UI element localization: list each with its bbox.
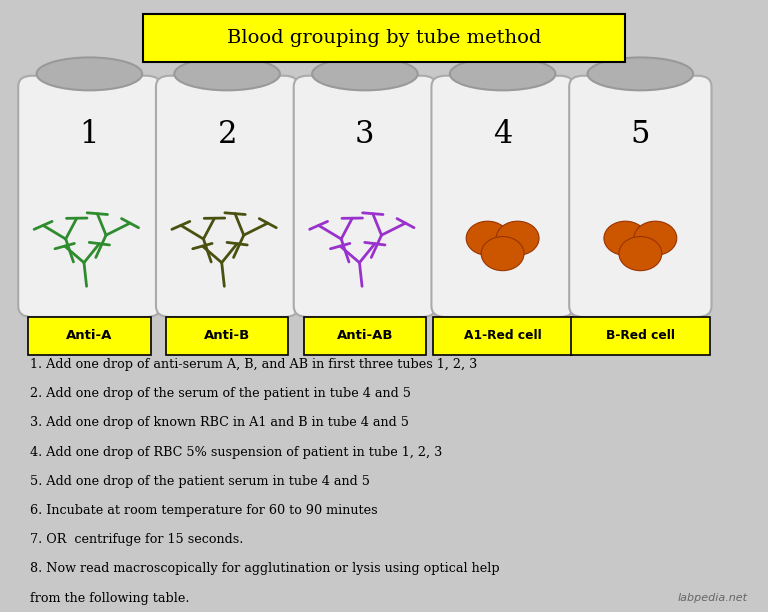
FancyBboxPatch shape: [569, 76, 711, 317]
Text: 4: 4: [493, 119, 512, 151]
Text: 1: 1: [80, 119, 99, 151]
Text: from the following table.: from the following table.: [31, 592, 190, 605]
FancyBboxPatch shape: [156, 76, 298, 317]
FancyBboxPatch shape: [432, 76, 574, 317]
Circle shape: [619, 237, 662, 271]
Ellipse shape: [174, 58, 280, 91]
Text: 8. Now read macroscopically for agglutination or lysis using optical help: 8. Now read macroscopically for agglutin…: [31, 562, 500, 575]
Text: Blood grouping by tube method: Blood grouping by tube method: [227, 29, 541, 47]
Circle shape: [604, 221, 647, 255]
Ellipse shape: [312, 58, 418, 91]
FancyBboxPatch shape: [293, 76, 436, 317]
FancyBboxPatch shape: [28, 317, 151, 355]
Text: A1-Red cell: A1-Red cell: [464, 329, 541, 342]
Circle shape: [634, 221, 677, 255]
Text: 3. Add one drop of known RBC in A1 and B in tube 4 and 5: 3. Add one drop of known RBC in A1 and B…: [31, 416, 409, 429]
Text: B-Red cell: B-Red cell: [606, 329, 675, 342]
Text: 5. Add one drop of the patient serum in tube 4 and 5: 5. Add one drop of the patient serum in …: [31, 475, 370, 488]
Ellipse shape: [37, 58, 142, 91]
Text: Anti-B: Anti-B: [204, 329, 250, 342]
Text: Anti-AB: Anti-AB: [336, 329, 393, 342]
FancyBboxPatch shape: [433, 317, 572, 355]
FancyBboxPatch shape: [143, 13, 625, 62]
Text: 2. Add one drop of the serum of the patient in tube 4 and 5: 2. Add one drop of the serum of the pati…: [31, 387, 412, 400]
Circle shape: [496, 221, 539, 255]
FancyBboxPatch shape: [18, 76, 161, 317]
Text: 7. OR  centrifuge for 15 seconds.: 7. OR centrifuge for 15 seconds.: [31, 533, 244, 547]
Text: 2: 2: [217, 119, 237, 151]
Text: 3: 3: [355, 119, 375, 151]
Text: Anti-A: Anti-A: [66, 329, 113, 342]
Text: 5: 5: [631, 119, 650, 151]
Text: 1. Add one drop of anti-serum A, B, and AB in first three tubes 1, 2, 3: 1. Add one drop of anti-serum A, B, and …: [31, 358, 478, 371]
Text: 4. Add one drop of RBC 5% suspension of patient in tube 1, 2, 3: 4. Add one drop of RBC 5% suspension of …: [31, 446, 442, 458]
FancyBboxPatch shape: [571, 317, 710, 355]
Ellipse shape: [588, 58, 694, 91]
FancyBboxPatch shape: [166, 317, 288, 355]
Ellipse shape: [450, 58, 555, 91]
Circle shape: [482, 237, 524, 271]
Text: labpedia.net: labpedia.net: [677, 593, 747, 603]
FancyBboxPatch shape: [303, 317, 426, 355]
Circle shape: [466, 221, 509, 255]
Text: 6. Incubate at room temperature for 60 to 90 minutes: 6. Incubate at room temperature for 60 t…: [31, 504, 378, 517]
